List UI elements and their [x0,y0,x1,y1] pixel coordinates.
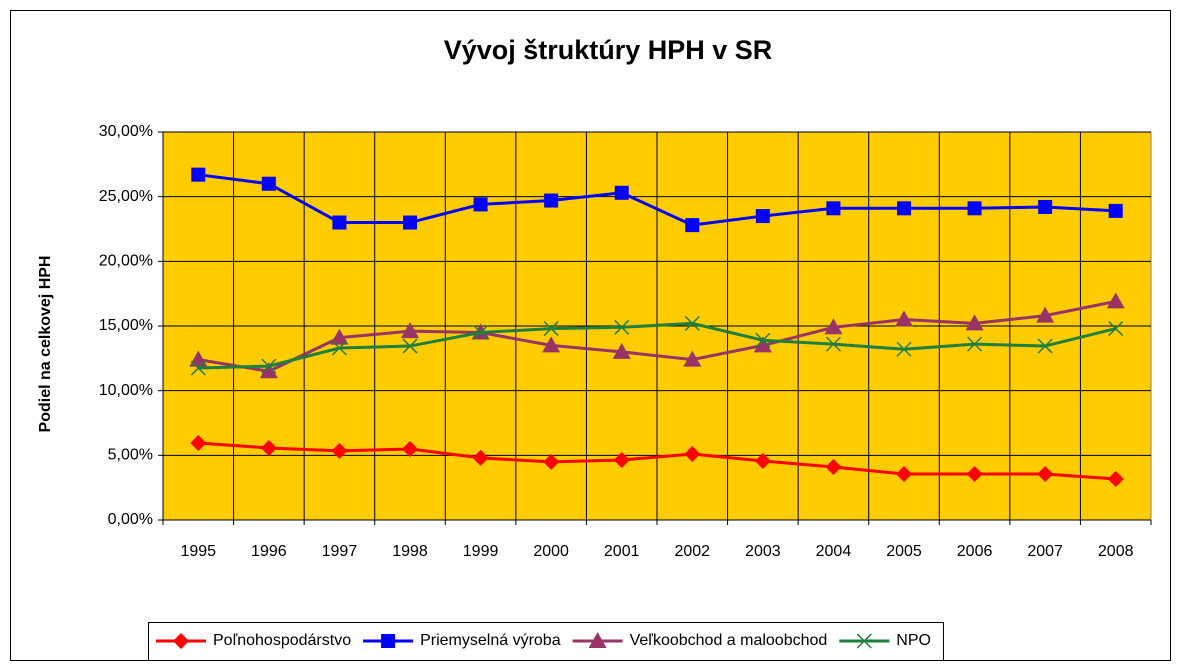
marker-x [1037,338,1053,354]
marker-x [473,324,489,340]
marker-x [543,321,559,337]
marker-square [897,201,911,216]
y-axis-label: Podiel na celkovej HPH [37,256,54,433]
marker-diamond [684,446,701,463]
x-tick-label: 1999 [463,543,499,560]
marker-triangle [895,310,913,327]
marker-diamond [402,440,418,457]
marker-triangle [259,362,278,379]
marker-triangle [588,632,607,648]
marker-square [685,218,700,233]
marker-square [1108,203,1123,218]
y-tick-label: 25,00% [99,188,153,205]
marker-triangle [965,314,984,331]
legend-label: NPO [896,632,931,649]
x-tick-label: 2008 [1098,543,1134,560]
marker-square [381,634,396,648]
marker-diamond [896,465,912,482]
marker-x [614,319,630,335]
marker-diamond [173,633,189,649]
y-tick-label: 5,00% [108,447,153,464]
marker-square [755,209,770,224]
series-line [198,299,1117,373]
legend: Poľnohospodárstvo Priemyselná výroba Veľko… [148,622,944,661]
y-tick-label: 15,00% [99,317,153,334]
legend-box [148,622,944,661]
x-tick-label: 2001 [604,543,640,560]
marker-diamond [754,453,771,470]
series-line [198,173,1116,227]
marker-triangle [330,328,349,345]
y-tick-label: 20,00% [99,253,153,270]
marker-x [755,332,771,348]
marker-square [614,185,629,200]
marker-diamond [331,442,348,459]
chart-title: Vývoj štruktúry HPH v SR [444,35,773,65]
legend-label: Priemyselná výroba [420,632,561,649]
series-line [198,321,1117,370]
marker-diamond [1037,465,1054,482]
marker-x [1108,321,1124,337]
marker-x [967,336,983,352]
marker-x [684,315,700,331]
marker-diamond [472,449,489,466]
marker-square [1038,200,1053,215]
marker-square [473,197,488,212]
marker-square [967,201,982,216]
marker-diamond [543,453,560,470]
x-tick-label: 2003 [745,543,781,560]
y-tick-label: 10,00% [99,382,153,399]
marker-square [261,176,276,191]
marker-x [825,336,841,352]
marker-square [826,201,841,216]
y-tick-label: 30,00% [99,123,153,140]
marker-diamond [260,439,277,456]
y-tick-label: 0,00% [108,511,153,528]
marker-x [402,338,418,354]
marker-triangle [542,336,561,353]
marker-square [544,193,559,208]
marker-x [856,633,872,649]
marker-triangle [1036,306,1055,323]
marker-triangle [683,350,702,367]
x-tick-label: 2005 [886,543,922,560]
marker-x [190,360,206,376]
marker-diamond [190,435,207,452]
marker-x [261,358,277,374]
marker-triangle [824,318,843,335]
series-line [198,441,1116,481]
marker-diamond [613,451,630,468]
marker-diamond [966,465,983,482]
x-tick-label: 2002 [674,543,710,560]
x-tick-label: 1996 [251,543,287,560]
marker-triangle [1106,292,1125,309]
x-tick-label: 2007 [1027,543,1063,560]
legend-label: Veľkoobchod a maloobchod [630,632,828,649]
marker-square [332,215,347,230]
marker-square [403,215,417,230]
x-tick-label: 1995 [180,543,216,560]
marker-diamond [1107,471,1124,488]
x-tick-label: 2006 [957,543,993,560]
x-tick-label: 2004 [816,543,852,560]
x-tick-label: 2000 [533,543,569,560]
marker-diamond [825,458,842,475]
marker-x [896,341,912,357]
legend-label: Poľnohospodárstvo [213,632,351,649]
marker-square [191,167,206,182]
marker-triangle [753,336,772,353]
marker-triangle [401,322,419,339]
marker-triangle [612,342,631,359]
x-tick-label: 1997 [322,543,358,560]
marker-x [331,340,347,356]
x-tick-label: 1998 [392,543,428,560]
